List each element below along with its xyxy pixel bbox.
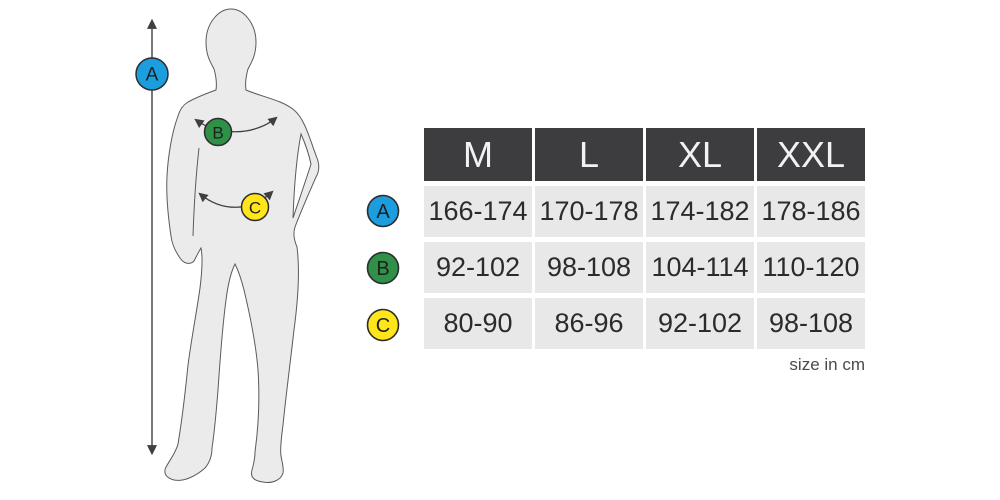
size-column-header-l: L (535, 128, 643, 181)
height-value-xl: 174-182 (646, 186, 754, 237)
size-table: M L XL XXL 166-174 170-178 174-182 178-1… (424, 128, 865, 349)
figure-marker-b-label: B (212, 124, 223, 143)
marker-c-circle-icon (366, 308, 400, 342)
size-column-header-xl: XL (646, 128, 754, 181)
armpit-line (192, 147, 200, 237)
marker-c-circle-icon (240, 192, 270, 222)
marker-b-circle-icon (366, 251, 400, 285)
marker-a-circle-icon (135, 57, 169, 91)
size-column-header-xxl: XXL (757, 128, 865, 181)
waist-value-xl: 92-102 (646, 298, 754, 349)
marker-b-circle-icon (203, 117, 233, 147)
figure-marker-a: A (135, 57, 169, 91)
waist-value-l: 86-96 (535, 298, 643, 349)
table-row-marker-a: A (366, 194, 400, 228)
size-unit-note: size in cm (789, 355, 865, 374)
height-value-m: 166-174 (424, 186, 532, 237)
chest-value-l: 98-108 (535, 242, 643, 293)
figure-marker-c: C (240, 192, 270, 222)
table-row-marker-c: C (366, 308, 400, 342)
chest-value-m: 92-102 (424, 242, 532, 293)
chest-girth-arrow (194, 116, 278, 133)
marker-a-circle-icon (366, 194, 400, 228)
table-row-marker-b: B (366, 251, 400, 285)
body-silhouette (164, 8, 320, 483)
height-value-xxl: 178-186 (757, 186, 865, 237)
chest-value-xxl: 110-120 (757, 242, 865, 293)
figure-marker-c-label: C (249, 199, 261, 218)
figure-marker-a-label: A (146, 65, 159, 86)
table-row-marker-a-label: A (376, 201, 390, 223)
table-row-marker-c-label: C (376, 315, 390, 337)
waist-value-m: 80-90 (424, 298, 532, 349)
waist-value-xxl: 98-108 (757, 298, 865, 349)
chest-value-xl: 104-114 (646, 242, 754, 293)
figure-marker-b: B (203, 117, 233, 147)
height-value-l: 170-178 (535, 186, 643, 237)
size-column-header-m: M (424, 128, 532, 181)
measurement-figure: A B C (135, 8, 320, 483)
table-row-marker-b-label: B (376, 258, 389, 280)
